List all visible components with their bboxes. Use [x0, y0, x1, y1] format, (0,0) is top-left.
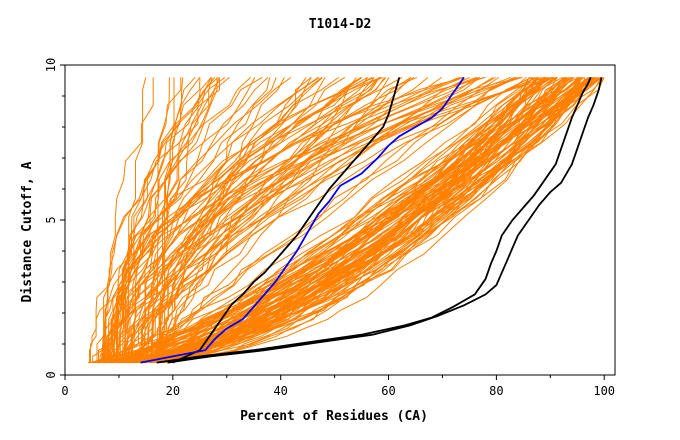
x-tick-label: 40: [273, 384, 287, 398]
model-curve: [107, 77, 362, 363]
highlight-layer: [140, 76, 603, 364]
model-curve: [93, 77, 540, 364]
model-curve: [116, 76, 320, 363]
model-curve: [123, 77, 323, 363]
highlight-curve: [172, 77, 401, 364]
model-curve: [111, 77, 219, 363]
model-curve: [132, 77, 533, 364]
model-curve: [98, 77, 527, 363]
model-curve: [160, 77, 534, 364]
x-tick-label: 100: [593, 384, 615, 398]
model-curve: [139, 76, 442, 363]
model-curve: [105, 76, 373, 363]
y-tick-label: 0: [44, 371, 58, 378]
y-tick-label: 10: [44, 58, 58, 72]
model-curve: [110, 76, 465, 363]
model-curve: [115, 77, 212, 363]
model-curve: [153, 77, 546, 364]
model-curve: [116, 76, 346, 363]
model-curve: [119, 77, 598, 364]
axes: 0 20 40 60 80 100 0 5 10: [44, 58, 616, 398]
y-tick-label: 5: [44, 216, 58, 223]
model-curve: [111, 77, 196, 363]
model-curve: [132, 77, 544, 364]
series-layer: [87, 76, 605, 364]
model-curve: [137, 77, 212, 363]
model-curve: [111, 77, 600, 364]
model-curve: [155, 76, 517, 363]
model-curve: [105, 77, 605, 364]
model-curve: [99, 76, 550, 364]
model-curve: [153, 77, 565, 364]
model-curve: [99, 77, 154, 363]
model-curve: [106, 76, 470, 363]
y-axis-label: Distance Cutoff, A: [20, 161, 35, 302]
model-curve: [119, 76, 532, 363]
chart-title: T1014-D2: [309, 17, 372, 32]
model-curve: [160, 76, 547, 364]
model-curve: [125, 77, 312, 363]
model-curve: [104, 76, 486, 363]
model-curve: [131, 77, 594, 364]
highlight-curve: [167, 77, 603, 364]
x-tick-label: 80: [489, 384, 503, 398]
model-curve: [119, 77, 387, 363]
model-curve: [144, 77, 531, 364]
model-curve: [129, 77, 602, 364]
highlight-curve: [140, 76, 465, 364]
model-curve: [101, 76, 546, 363]
model-curve: [151, 76, 459, 363]
model-curve: [139, 77, 220, 363]
model-curve: [126, 76, 568, 364]
x-tick-label: 20: [166, 384, 180, 398]
x-tick-label: 0: [61, 384, 68, 398]
model-curve: [106, 77, 552, 364]
model-curve: [101, 77, 326, 363]
model-curve: [141, 77, 586, 364]
x-axis-label: Percent of Residues (CA): [240, 409, 428, 424]
model-curve: [122, 77, 381, 363]
model-curve: [103, 76, 478, 363]
model-curve: [130, 76, 555, 363]
model-curve: [131, 77, 555, 364]
x-tick-label: 60: [381, 384, 395, 398]
model-curve: [96, 76, 226, 363]
highlight-curve: [156, 77, 592, 364]
model-curve: [160, 77, 312, 363]
